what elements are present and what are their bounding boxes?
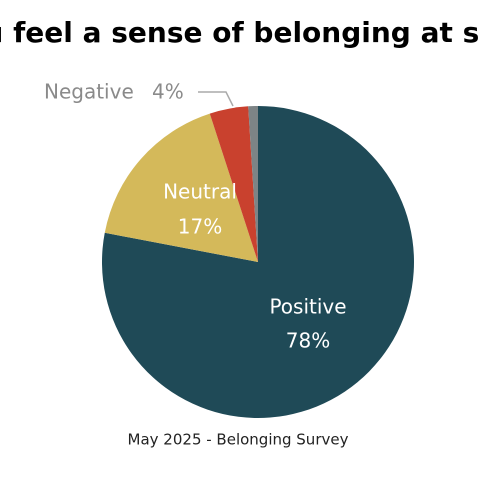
chart-title: ou feel a sense of belonging at sch bbox=[0, 16, 480, 49]
pie-slice bbox=[104, 113, 259, 262]
slice-label: Positive bbox=[269, 295, 346, 319]
caption: May 2025 - Belonging Survey bbox=[128, 431, 349, 449]
leader-line bbox=[198, 91, 234, 107]
value-label: 78% bbox=[286, 329, 330, 353]
slice-label: Neutral bbox=[163, 180, 237, 204]
slice-label: Negative bbox=[44, 80, 134, 104]
pie-slice bbox=[209, 106, 258, 262]
pie-slice bbox=[248, 106, 258, 262]
value-label: 17% bbox=[178, 215, 222, 239]
value-label: 4% bbox=[152, 80, 184, 104]
